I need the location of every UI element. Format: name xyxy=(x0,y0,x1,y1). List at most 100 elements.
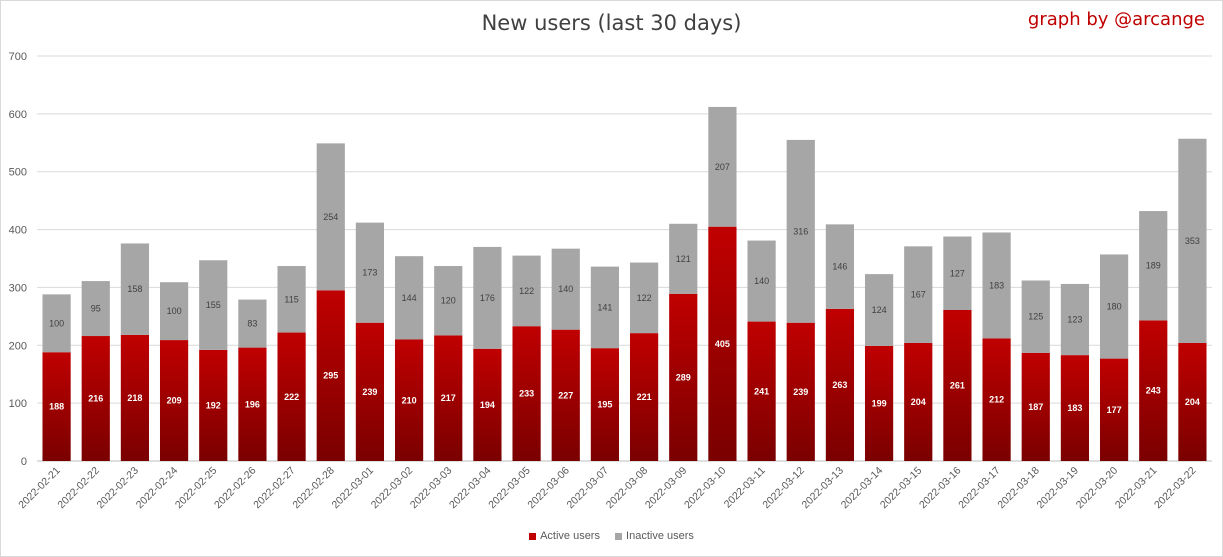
data-label-inactive: 141 xyxy=(597,302,612,312)
data-label-inactive: 146 xyxy=(832,262,847,272)
data-label-active: 192 xyxy=(206,400,221,410)
bar-active xyxy=(394,339,424,461)
data-label-inactive: 125 xyxy=(1028,312,1043,322)
data-label-inactive: 122 xyxy=(519,286,534,296)
bar-active xyxy=(943,309,972,461)
data-label-active: 194 xyxy=(480,400,495,410)
bar-inactive xyxy=(982,232,1011,339)
legend: Active users Inactive users xyxy=(0,530,1223,543)
y-tick-label: 100 xyxy=(9,398,27,410)
data-label-inactive: 115 xyxy=(284,294,298,304)
bar-active xyxy=(708,226,737,461)
bar-active xyxy=(551,329,580,461)
data-label-active: 289 xyxy=(676,372,691,382)
bar-active xyxy=(355,322,385,461)
bar-inactive xyxy=(786,139,815,323)
bar-active xyxy=(159,340,189,461)
bar-active xyxy=(825,308,855,461)
bar-inactive xyxy=(355,222,385,323)
data-label-inactive: 95 xyxy=(91,304,101,314)
data-label-inactive: 124 xyxy=(872,305,887,315)
bar-active xyxy=(786,322,815,461)
data-label-inactive: 144 xyxy=(402,293,417,303)
data-label-active: 188 xyxy=(49,402,64,412)
data-label-active: 195 xyxy=(597,400,612,410)
data-label-active: 212 xyxy=(989,395,1004,405)
data-label-active: 239 xyxy=(362,387,377,397)
data-label-inactive: 100 xyxy=(167,306,182,316)
bar-inactive xyxy=(277,266,306,333)
bar-active xyxy=(904,342,933,461)
bar-active xyxy=(629,333,659,461)
bar-active xyxy=(590,348,620,461)
y-tick-label: 600 xyxy=(9,109,27,121)
data-label-inactive: 254 xyxy=(323,212,338,222)
data-label-active: 295 xyxy=(323,371,338,381)
data-label-active: 221 xyxy=(637,392,652,402)
y-tick-label: 500 xyxy=(9,167,27,179)
bar-inactive xyxy=(708,106,737,227)
bar-active xyxy=(199,349,228,461)
data-label-inactive: 100 xyxy=(49,318,64,328)
data-label-inactive: 207 xyxy=(715,162,730,172)
bar-active xyxy=(512,326,541,461)
data-label-inactive: 180 xyxy=(1107,302,1122,312)
legend-label-active: Active users xyxy=(540,530,600,542)
data-label-inactive: 158 xyxy=(127,284,142,294)
bar-inactive xyxy=(943,236,972,310)
bar-inactive xyxy=(669,223,698,294)
bar-inactive xyxy=(1099,254,1129,359)
bar-inactive xyxy=(316,143,345,291)
legend-item-inactive: Inactive users xyxy=(615,530,694,542)
data-label-active: 210 xyxy=(402,395,417,405)
data-label-active: 217 xyxy=(441,393,456,403)
bar-active xyxy=(864,345,894,461)
data-label-active: 263 xyxy=(832,380,847,390)
bar-inactive xyxy=(1178,138,1207,343)
bar-inactive xyxy=(1021,280,1050,353)
bar-inactive xyxy=(120,243,150,335)
data-label-inactive: 353 xyxy=(1185,236,1200,246)
data-label-active: 199 xyxy=(872,398,887,408)
bar-inactive xyxy=(42,294,71,353)
bar-active xyxy=(1021,352,1050,461)
data-label-active: 241 xyxy=(754,386,769,396)
x-axis: 2022-02-212022-02-222022-02-232022-02-24… xyxy=(16,465,1198,512)
bar-inactive xyxy=(1139,211,1168,321)
data-label-inactive: 176 xyxy=(480,293,495,303)
data-label-active: 209 xyxy=(167,396,182,406)
data-label-active: 204 xyxy=(911,397,926,407)
data-label-inactive: 127 xyxy=(950,268,965,278)
x-tick-label: 2022-03-22 xyxy=(1152,465,1199,512)
data-label-active: 222 xyxy=(284,392,299,402)
bar-active xyxy=(1060,355,1090,461)
data-label-inactive: 121 xyxy=(676,254,691,264)
data-label-active: 243 xyxy=(1146,386,1161,396)
bar-inactive xyxy=(512,255,541,327)
bars: 188 100 216 95 218 158 209 100 192 155 196 83 222 115… xyxy=(42,106,1207,461)
bar-active xyxy=(1178,342,1207,461)
bar-inactive xyxy=(629,262,659,334)
legend-swatch-active xyxy=(529,532,537,540)
bar-inactive xyxy=(81,281,110,337)
bar-inactive xyxy=(473,246,502,349)
bar-inactive xyxy=(551,248,580,330)
bar-inactive xyxy=(1060,283,1090,356)
data-label-inactive: 123 xyxy=(1067,315,1082,325)
bar-active xyxy=(81,336,110,461)
y-tick-label: 200 xyxy=(9,340,27,352)
data-label-active: 187 xyxy=(1028,402,1043,412)
data-label-inactive: 173 xyxy=(362,268,377,278)
data-label-active: 405 xyxy=(715,339,730,349)
bar-active xyxy=(1099,358,1129,461)
data-label-active: 216 xyxy=(88,394,103,404)
data-label-inactive: 316 xyxy=(793,226,808,236)
bar-inactive xyxy=(825,224,855,309)
data-label-inactive: 83 xyxy=(247,319,257,329)
data-label-inactive: 140 xyxy=(558,284,573,294)
bar-active xyxy=(316,290,345,461)
bar-active xyxy=(238,347,267,461)
bar-active xyxy=(982,338,1011,461)
bar-active xyxy=(120,334,150,461)
y-tick-label: 300 xyxy=(9,282,27,294)
